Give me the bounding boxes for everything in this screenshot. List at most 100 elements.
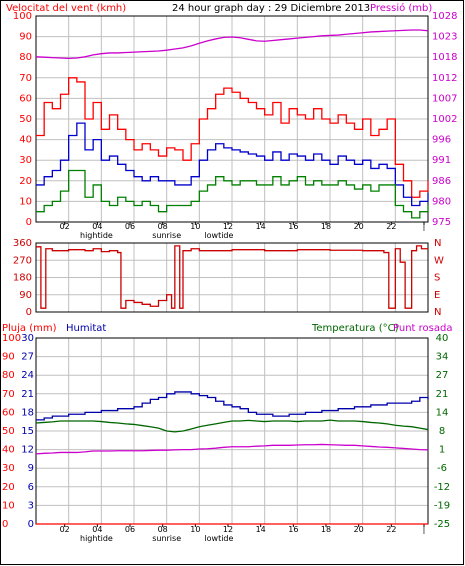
temperature-axis-tick: 14 [436,407,449,418]
wind-axis-tick: 80 [19,52,32,63]
wind-panel-hour-label: | [423,222,426,231]
wind-panel-frame [35,15,429,223]
humidity-panel-hour-label: 04 [92,525,102,534]
graph-date-title: 24 hour graph day : 29 Diciembre 2013 [172,3,370,14]
temperature-axis-tick: 27 [436,370,449,381]
direction-axis-tick: 0 [26,307,32,318]
wind-panel-hour-label: 20 [354,222,364,231]
compass-axis-tick: E [434,290,440,301]
humidity-axis-tick: 0 [2,519,8,530]
humidity-panel-marker-sunrise: sunrise [152,534,181,543]
pressure-axis-tick: 1028 [432,11,457,22]
pressure-axis-tick: 991 [432,155,451,166]
humidity-axis-tick: 90 [2,352,15,363]
dewpoint-line [35,443,429,455]
humidity-panel-marker-lowtide: lowtide [204,534,233,543]
direction-axis-tick: 360 [13,238,32,249]
temperature-axis-tick: 8 [439,426,445,437]
wind-axis-tick: 40 [19,135,32,146]
pressure-axis-tick: 1018 [432,52,457,63]
wind-panel-hour-label: 16 [288,222,298,231]
temperature-axis-tick: -25 [434,519,450,530]
rain-axis-tick: 9 [28,463,34,474]
humidity-axis-tick: 100 [2,333,21,344]
wind-speed-title: Velocitat del vent (kmh) [6,3,126,14]
wind-panel-hour-label: 06 [125,222,135,231]
humidity-axis-tick: 70 [2,389,15,400]
temperature-axis-tick: 40 [436,333,449,344]
humidity-legend: Humitat [66,323,106,334]
humidity-axis-tick: 50 [2,426,15,437]
humidity-panel-hour-label: 18 [321,525,331,534]
temperature-line [35,419,429,433]
humidity-panel-marker-hightide: hightide [80,534,113,543]
wind-panel-hour-label: 04 [92,222,102,231]
temperature-legend: Temperatura (°C) [311,323,399,334]
humidity-axis-tick: 10 [2,500,15,511]
rain-axis-tick: 6 [28,482,34,493]
wind-panel-hour-label: 02 [60,222,70,231]
temperature-axis-tick: 34 [436,352,449,363]
temperature-axis-tick: -6 [437,463,447,474]
compass-axis-tick: N [434,307,441,318]
humidity-panel-hour-label: 16 [288,525,298,534]
humidity-panel-hour-label: 06 [125,525,135,534]
rain-axis-tick: 30 [21,333,34,344]
temperature-axis-tick: -12 [434,482,450,493]
rain-legend: Pluja (mm) [2,323,57,334]
pressure-axis-tick: 980 [432,196,451,207]
temperature-axis-tick: -19 [434,500,450,511]
pressure-axis-tick: 975 [432,217,451,228]
pressure-axis-tick: 1002 [432,114,457,125]
pressure-axis-tick: 1023 [432,32,457,43]
wind-gust-line [36,77,429,198]
pressure-line [35,29,429,60]
temperature-axis-tick: 21 [436,389,449,400]
temperature-axis-tick: 1 [439,445,445,456]
wind-axis-tick: 90 [19,32,32,43]
pressure-axis-tick: 1012 [432,73,457,84]
wind-panel-hour-label: 14 [256,222,266,231]
wind-axis-tick: 100 [13,11,32,22]
pressure-title: Pressió (mb) [370,2,432,14]
direction-line [36,245,428,309]
compass-axis-tick: N [434,238,441,249]
wind-axis-tick: 20 [19,176,32,187]
direction-axis-tick: 180 [13,273,32,284]
wind-panel-hour-label: 22 [386,222,396,231]
wind-axis-tick: 0 [26,217,32,228]
rain-axis-tick: 0 [28,519,34,530]
rain-axis-tick: 15 [21,426,34,437]
humidity-line [36,391,429,421]
humidity-axis-tick: 20 [2,482,15,493]
dewpoint-legend: Punt rosada [393,323,452,334]
wind-axis-tick: 70 [19,73,32,84]
rain-axis-tick: 18 [21,407,34,418]
wind-min-line [36,169,429,219]
wind-panel-hour-label: 10 [190,222,200,231]
pressure-axis-tick: 996 [432,135,451,146]
wind-avg-line [36,122,429,207]
wind-panel-marker-lowtide: lowtide [204,231,233,240]
compass-axis-tick: W [434,255,444,266]
rain-axis-tick: 12 [21,445,34,456]
humidity-axis-tick: 30 [2,463,15,474]
wind-axis-tick: 30 [19,155,32,166]
rain-axis-tick: 21 [21,389,34,400]
rain-axis-tick: 24 [21,370,34,381]
wind-panel-marker-hightide: hightide [80,231,113,240]
wind-panel-marker-sunrise: sunrise [152,231,181,240]
humidity-panel-hour-label: | [423,525,426,534]
humidity-panel-hour-label: 08 [158,525,168,534]
humidity-panel-hour-label: 12 [223,525,233,534]
humidity-panel-hour-label: 14 [256,525,266,534]
humidity-panel-hour-label: 20 [354,525,364,534]
wind-axis-tick: 50 [19,114,32,125]
pressure-axis-tick: 1007 [432,93,457,104]
rain-axis-tick: 3 [28,500,34,511]
direction-axis-tick: 90 [19,290,32,301]
wind-panel-hour-label: 18 [321,222,331,231]
compass-axis-tick: S [434,273,440,284]
humidity-panel-hour-label: 02 [60,525,70,534]
